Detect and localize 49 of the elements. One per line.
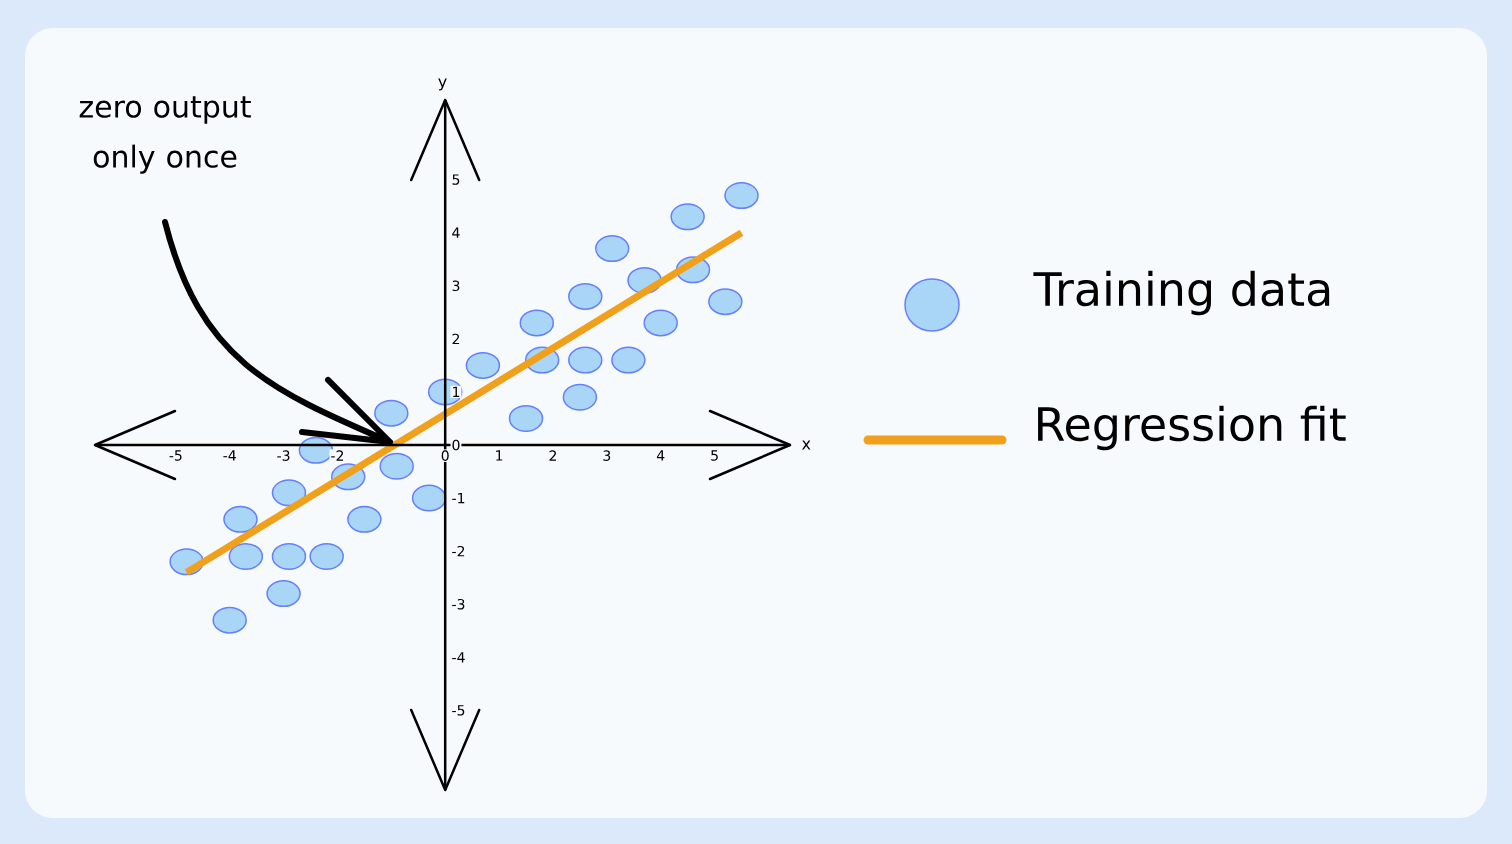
point [562, 383, 598, 411]
x-tick-label: -3 [277, 450, 290, 461]
point [611, 346, 646, 374]
point [271, 542, 307, 570]
y-tick-label: -1 [452, 492, 465, 504]
point [670, 203, 705, 231]
point [374, 399, 409, 427]
point [594, 235, 630, 263]
point [724, 182, 759, 210]
y-tick-label: 4 [452, 227, 460, 238]
point [568, 346, 603, 374]
legend-label: Training data [1033, 270, 1330, 316]
y-axis-title: y [438, 78, 447, 91]
y-tick-label: 3 [452, 280, 460, 292]
point [347, 505, 382, 533]
point [379, 452, 414, 480]
point [212, 606, 247, 634]
x-tick-label: 2 [549, 450, 557, 461]
point [228, 542, 264, 570]
legend-label: Regression fit [1038, 405, 1346, 451]
point [223, 505, 258, 533]
y-tick-label: -5 [452, 705, 465, 716]
y-tick-label: 5 [452, 174, 460, 185]
annotation: zero output only once [79, 96, 251, 174]
point [708, 288, 743, 316]
point [266, 580, 301, 608]
x-tick-label: -5 [169, 450, 182, 461]
x-tick-label: -4 [223, 450, 236, 461]
point [519, 309, 555, 337]
point [309, 542, 344, 570]
point [411, 484, 447, 512]
x-tick-label: 4 [656, 450, 665, 461]
y-tick-label: -3 [452, 598, 465, 610]
y-tick-label: -2 [452, 545, 465, 557]
y-tick-label: 1 [453, 386, 460, 398]
point [568, 282, 603, 310]
x-tick-label: 3 [603, 450, 611, 461]
point [508, 404, 544, 432]
x-tick-label: 5 [711, 450, 718, 461]
x-axis-title: x [801, 440, 811, 450]
point [271, 479, 307, 507]
y-tick-label: -4 [452, 652, 465, 663]
point [465, 351, 501, 379]
x-tick-label: 0 [441, 450, 449, 461]
x-tick-label: -2 [331, 450, 344, 461]
y-tick-label: 0 [452, 439, 460, 451]
x-tick-label: 1 [496, 450, 503, 461]
point [643, 309, 678, 337]
y-tick-label: 2 [452, 333, 460, 345]
